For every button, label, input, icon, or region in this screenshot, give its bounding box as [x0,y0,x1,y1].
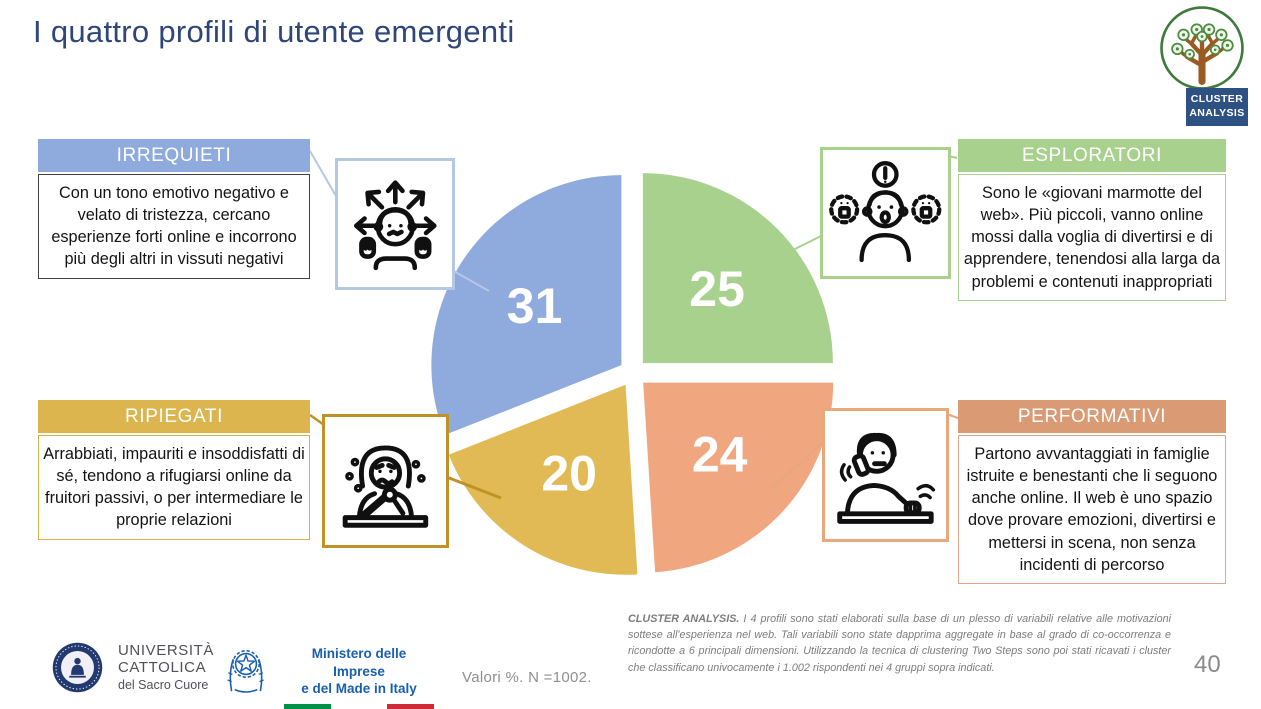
cluster-analysis-badge: CLUSTER ANALYSIS [1186,88,1248,127]
ministero-name-line2: e del Made in Italy [301,681,417,697]
universita-cattolica-logo: UNIVERSITÀ CATTOLICA del Sacro Cuore [50,640,214,695]
connector-line-esploratori [786,235,822,254]
profile-card-ripiegati: RIPIEGATI Arrabbiati, impauriti e insodd… [38,400,310,540]
page-number: 40 [1194,651,1221,678]
profile-title-irrequieti: IRREQUIETI [38,139,310,172]
pie-value-irrequieti: 31 [507,278,563,334]
phone-call-person-icon [837,433,936,525]
pie-slice-ripiegati [448,384,638,575]
icon-box-performativi [822,408,949,542]
icon-box-irrequieti [335,158,455,290]
profile-card-performativi: PERFORMATIVI Partono avvantaggiati in fa… [958,400,1226,584]
cluster-analysis-footnote: CLUSTER ANALYSIS. I 4 profili sono stati… [628,611,1171,676]
connector-line-performativi [770,441,825,489]
profile-card-irrequieti: IRREQUIETI Con un tono emotivo negativo … [38,139,310,279]
profile-description-irrequieti: Con un tono emotivo negativo e velato di… [38,174,310,279]
universita-name-line2: CATTOLICA [118,659,207,676]
footnote-lead: CLUSTER ANALYSIS. [628,613,740,625]
pie-value-ripiegati: 20 [541,446,597,502]
ministero-logo: Ministero delle Imprese e del Made in It… [222,640,434,709]
profile-description-performativi: Partono avvantaggiati in famiglie istrui… [958,435,1226,584]
alert-person-icon [829,161,942,263]
pie-slice-performativi [643,382,834,573]
pie-chart: 25 24 20 31 [421,158,847,587]
universita-name-line1: UNIVERSITÀ [118,642,215,660]
profile-title-esploratori: ESPLORATORI [958,139,1226,172]
connector-line-ripiegati [443,474,502,500]
badge-line-2: ANALYSIS [1189,106,1245,119]
connector-line-irrequieti [449,268,490,292]
italy-flag-red-bar [387,703,434,709]
icon-box-esploratori [820,147,951,279]
universita-name-line3: del Sacro Cuore [118,677,209,692]
pie-slice-irrequieti [431,175,622,436]
pie-slice-esploratori [642,173,833,364]
page-title: I quattro profili di utente emergenti [33,14,515,49]
sample-size-note: Valori %. N =1002. [462,669,592,686]
ministero-emblem-icon [227,650,264,693]
pie-value-performativi: 24 [692,427,748,483]
icon-box-ripiegati [322,414,449,548]
ministero-name-line1: Ministero delle Imprese [311,646,407,679]
profile-title-ripiegati: RIPIEGATI [38,400,310,433]
badge-line-1: CLUSTER [1190,93,1244,105]
pie-value-esploratori: 25 [689,261,745,317]
italy-flag-green-bar [284,703,331,709]
restless-arrows-person-icon [353,180,437,271]
tree-logo-icon [1160,6,1244,90]
footnote-text: I 4 profili sono stati elaborati sulla b… [628,613,1172,674]
profile-title-performativi: PERFORMATIVI [958,400,1226,433]
profile-card-esploratori: ESPLORATORI Sono le «giovani marmotte de… [958,139,1226,301]
crying-person-icon [342,445,429,529]
profile-description-ripiegati: Arrabbiati, impauriti e insoddisfatti di… [38,435,310,540]
universita-seal-icon [52,642,103,693]
profile-description-esploratori: Sono le «giovani marmotte del web». Più … [958,174,1226,301]
